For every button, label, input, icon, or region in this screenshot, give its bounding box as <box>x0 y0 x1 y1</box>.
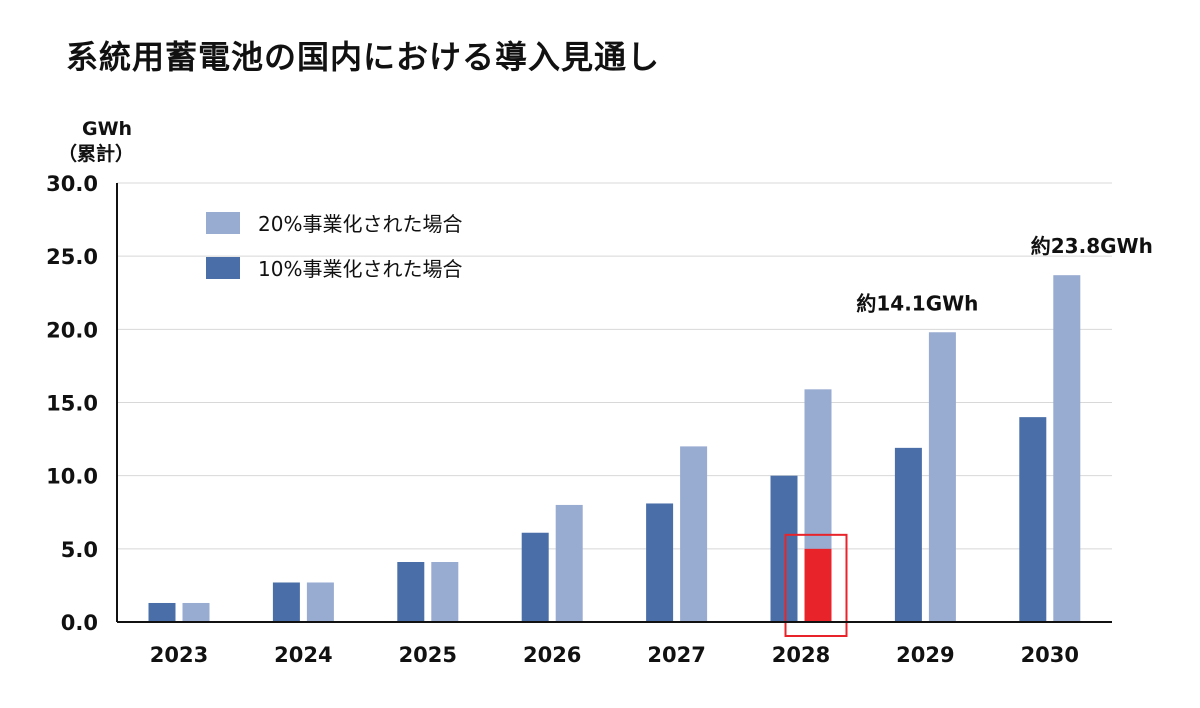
y-tick-label: 25.0 <box>46 245 98 269</box>
bar-10pct-2025 <box>397 562 425 622</box>
highlight-bar-2028 <box>804 548 832 622</box>
bar-10pct-2027 <box>646 503 674 622</box>
x-tick-label: 2029 <box>896 643 954 667</box>
y-tick-label: 30.0 <box>46 172 98 196</box>
x-tick-label: 2023 <box>150 643 208 667</box>
y-tick-label: 0.0 <box>61 611 98 635</box>
bar-10pct-2028 <box>770 475 798 622</box>
legend-swatch-10pct <box>206 257 240 279</box>
bar-20pct-2024 <box>306 582 334 622</box>
legend-label-10pct: 10%事業化された場合 <box>258 257 462 281</box>
bar-10pct-2024 <box>272 582 300 622</box>
bar-10pct-2023 <box>148 602 176 622</box>
bar-10pct-2026 <box>521 532 549 622</box>
annotation-label: 約14.1GWh <box>856 291 978 315</box>
legend-label-20pct: 20%事業化された場合 <box>258 212 462 236</box>
legend-swatch-20pct <box>206 212 240 234</box>
x-tick-label: 2027 <box>647 643 705 667</box>
bar-10pct-2029 <box>894 447 922 622</box>
x-tick-label: 2025 <box>399 643 457 667</box>
y-tick-label: 15.0 <box>46 392 98 416</box>
y-tick-label: 5.0 <box>61 538 98 562</box>
bars <box>148 275 1081 637</box>
bar-20pct-2026 <box>555 504 583 622</box>
axes <box>116 183 1112 623</box>
x-tick-label: 2030 <box>1021 643 1079 667</box>
y-tick-label: 10.0 <box>46 465 98 489</box>
bar-20pct-2025 <box>431 562 459 622</box>
y-unit-label: GWh <box>82 118 132 140</box>
tick-labels: 0.0 5.0 10.0 15.0 20.0 25.0 30.0 2023 2024 2025 20… <box>46 172 1079 667</box>
bar-20pct-2027 <box>680 446 708 622</box>
bar-20pct-2030 <box>1053 275 1081 622</box>
gridlines <box>117 182 1112 550</box>
annotations: 約14.1GWh 約23.8GWh <box>856 234 1152 315</box>
highlight-box <box>784 533 848 637</box>
bar-20pct-2029 <box>928 332 956 622</box>
y-tick-label: 20.0 <box>46 318 98 342</box>
y-unit-note: （累計） <box>58 142 134 165</box>
x-tick-label: 2028 <box>772 643 830 667</box>
x-tick-label: 2026 <box>523 643 581 667</box>
bar-10pct-2030 <box>1019 417 1047 622</box>
annotation-label: 約23.8GWh <box>1031 234 1153 258</box>
x-tick-label: 2024 <box>274 643 332 667</box>
chart-title: 系統用蓄電池の国内における導入見通し <box>66 38 661 76</box>
bar-20pct-2023 <box>182 602 210 622</box>
legend: 20%事業化された場合 10%事業化された場合 <box>206 212 462 281</box>
